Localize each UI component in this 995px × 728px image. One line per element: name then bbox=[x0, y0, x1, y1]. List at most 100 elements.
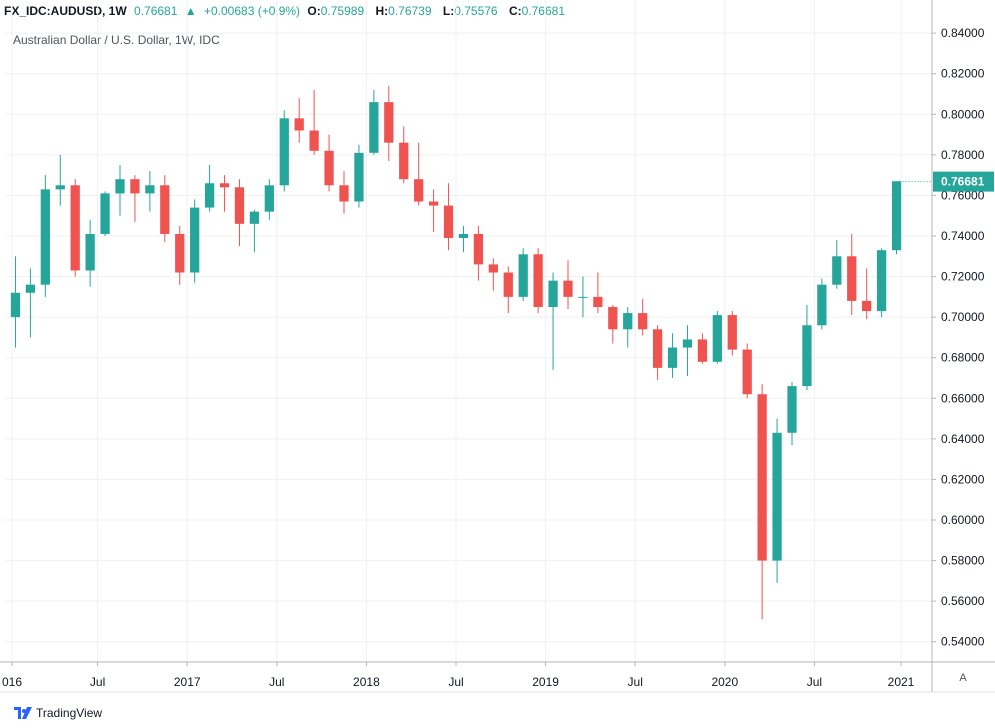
y-tick-label: 0.78000 bbox=[941, 148, 985, 162]
price-chart[interactable]: 0.84000 0.82000 0.80000 0.78000 0.76000 0.740… bbox=[0, 0, 995, 700]
candle-body[interactable] bbox=[488, 264, 498, 273]
candle-body[interactable] bbox=[10, 292, 21, 318]
candle-body[interactable] bbox=[578, 296, 588, 298]
candle-body[interactable] bbox=[339, 185, 349, 202]
candle-body[interactable] bbox=[697, 339, 708, 362]
candle-body[interactable] bbox=[832, 256, 842, 285]
candle-body[interactable] bbox=[264, 185, 274, 212]
candle-body[interactable] bbox=[369, 102, 379, 153]
candle-body[interactable] bbox=[175, 233, 185, 273]
y-tick-label: 0.66000 bbox=[941, 391, 985, 405]
candle-body[interactable] bbox=[294, 118, 304, 131]
candle-body[interactable] bbox=[757, 394, 767, 561]
y-tick-label: 0.70000 bbox=[941, 310, 985, 324]
candle-body[interactable] bbox=[458, 233, 469, 239]
candle-body[interactable] bbox=[324, 150, 334, 186]
candle-body[interactable] bbox=[593, 296, 603, 307]
candle-body[interactable] bbox=[802, 325, 812, 387]
candle-body[interactable] bbox=[847, 256, 857, 301]
x-tick-label: 2021 bbox=[888, 675, 915, 689]
candle-body[interactable] bbox=[55, 185, 65, 190]
y-tick-label: 0.84000 bbox=[941, 26, 985, 40]
chart-legend-title: Australian Dollar / U.S. Dollar, 1W, IDC bbox=[13, 33, 220, 47]
candle-body[interactable] bbox=[25, 284, 36, 293]
ohlc-open: O:0.75989 bbox=[307, 4, 365, 18]
price-change: +0.00683 (+0.9%) bbox=[203, 4, 301, 18]
candle-body[interactable] bbox=[354, 152, 364, 202]
y-tick-label: 0.54000 bbox=[941, 635, 985, 649]
candle-body[interactable] bbox=[234, 187, 245, 224]
candle-body[interactable] bbox=[533, 254, 543, 307]
auto-scale-button[interactable]: A bbox=[959, 672, 967, 684]
candle-body[interactable] bbox=[115, 179, 125, 194]
candle-body[interactable] bbox=[40, 189, 50, 285]
candle-body[interactable] bbox=[742, 349, 752, 395]
x-tick-label: Jul bbox=[628, 675, 643, 689]
x-tick-label: 2020 bbox=[711, 675, 738, 689]
symbol-header: FX_IDC:AUDUSD, 1W 0.76681 ▲ +0.00683 (+0… bbox=[0, 0, 995, 22]
x-tick-label: Jul bbox=[90, 675, 105, 689]
candle-body[interactable] bbox=[787, 386, 797, 433]
y-tick-label: 0.58000 bbox=[941, 554, 985, 568]
candle-body[interactable] bbox=[891, 181, 902, 251]
tradingview-footer[interactable]: TradingView bbox=[14, 703, 102, 723]
candle-body[interactable] bbox=[399, 142, 409, 180]
candle-body[interactable] bbox=[682, 339, 693, 348]
candle-body[interactable] bbox=[70, 185, 80, 271]
y-tick-label: 0.56000 bbox=[941, 594, 985, 608]
y-tick-label: 0.76000 bbox=[941, 188, 985, 202]
x-tick-label: 2018 bbox=[353, 675, 380, 689]
ohlc-high: H:0.76739 bbox=[375, 4, 432, 18]
y-tick-label: 0.82000 bbox=[941, 67, 985, 81]
candle-body[interactable] bbox=[862, 300, 872, 312]
candle-body[interactable] bbox=[563, 280, 573, 297]
y-tick-label: 0.60000 bbox=[941, 513, 985, 527]
candle-body[interactable] bbox=[623, 313, 633, 330]
ohlc-close: C:0.76681 bbox=[508, 4, 566, 18]
candle-body[interactable] bbox=[443, 205, 454, 239]
x-tick-label: 2017 bbox=[174, 675, 201, 689]
candle-body[interactable] bbox=[503, 272, 513, 297]
last-price-label: 0.76681 bbox=[941, 175, 985, 189]
y-tick-label: 0.64000 bbox=[941, 432, 985, 446]
candle-body[interactable] bbox=[160, 185, 170, 234]
candle-body[interactable] bbox=[876, 250, 887, 312]
y-tick-label: 0.80000 bbox=[941, 107, 985, 121]
candle-body[interactable] bbox=[204, 183, 215, 208]
candle-body[interactable] bbox=[414, 179, 424, 202]
x-tick-label: Jul bbox=[269, 675, 284, 689]
candle-body[interactable] bbox=[249, 211, 260, 224]
candle-body[interactable] bbox=[85, 233, 95, 271]
candle-body[interactable] bbox=[667, 347, 678, 368]
last-price-badge bbox=[933, 171, 994, 192]
candle-body[interactable] bbox=[652, 329, 663, 368]
tradingview-logo-icon bbox=[14, 707, 32, 719]
candle-body[interactable] bbox=[428, 201, 439, 206]
y-tick-label: 0.68000 bbox=[941, 351, 985, 365]
candle-body[interactable] bbox=[145, 185, 155, 194]
candle-body[interactable] bbox=[309, 130, 319, 151]
candle-body[interactable] bbox=[817, 284, 827, 326]
candle-body[interactable] bbox=[772, 432, 782, 561]
change-arrow-icon: ▲ bbox=[184, 4, 197, 18]
candle-body[interactable] bbox=[384, 102, 394, 143]
x-tick-label: 2019 bbox=[532, 675, 559, 689]
x-tick-label: 016 bbox=[2, 675, 22, 689]
candle-body[interactable] bbox=[518, 254, 528, 297]
candle-body[interactable] bbox=[727, 315, 737, 350]
candle-body[interactable] bbox=[279, 118, 289, 186]
candle-body[interactable] bbox=[638, 313, 648, 330]
tradingview-brand: TradingView bbox=[36, 706, 103, 720]
x-tick-label: Jul bbox=[807, 675, 822, 689]
candle-body[interactable] bbox=[548, 280, 558, 307]
candle-body[interactable] bbox=[130, 179, 140, 194]
candle-body[interactable] bbox=[190, 207, 200, 273]
symbol-title[interactable]: FX_IDC:AUDUSD, 1W bbox=[4, 4, 127, 18]
candle-body[interactable] bbox=[712, 315, 722, 362]
x-tick-label: Jul bbox=[448, 675, 463, 689]
candle-body[interactable] bbox=[608, 307, 618, 330]
candle-body[interactable] bbox=[219, 183, 230, 188]
candle-body[interactable] bbox=[473, 233, 484, 265]
y-tick-label: 0.62000 bbox=[941, 472, 985, 486]
candle-body[interactable] bbox=[100, 193, 110, 234]
